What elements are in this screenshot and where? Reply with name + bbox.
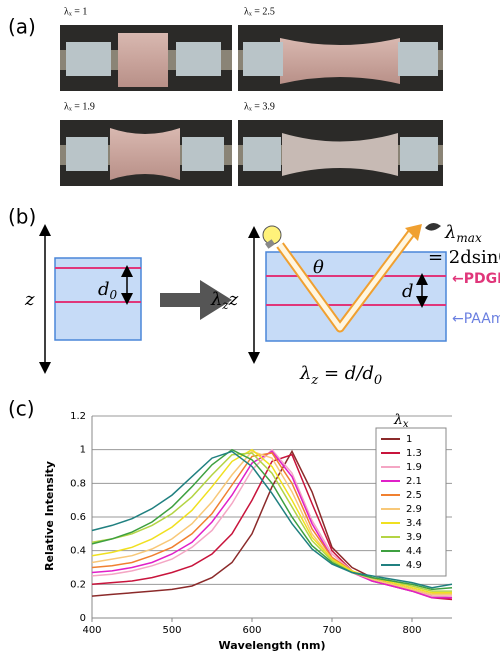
pdgi-label: ←PDGI [452,271,500,287]
legend-title-sub: x [403,419,409,430]
d-label: d [402,281,414,302]
photo [238,120,443,186]
series-line [91,450,453,589]
legend-label: 3.9 [406,532,422,543]
photo [60,25,232,91]
legend-label: 1.9 [406,462,422,473]
y-axis-title: Relative Intensity [43,461,56,571]
legend-label: 2.5 [406,490,422,501]
y-tick-label: 0.4 [70,546,86,557]
stretched-label: λzz [210,289,239,312]
lambda-max: λmax [444,222,482,245]
y-tick-label: 0.2 [70,579,86,590]
panel-label: (a) [8,15,36,39]
photo-label: λₓ = 1 [64,6,87,17]
photo-label: λₓ = 1.9 [64,101,95,112]
d0-label: d0 [98,279,118,302]
legend-title: λx [393,412,409,430]
y-tick-label: 0 [80,613,86,624]
legend-label: 1.3 [406,448,422,459]
eye-icon [425,222,441,231]
y-tick-label: 1.2 [70,411,86,422]
y-tick-label: 1 [80,445,86,456]
panel-label: (c) [8,397,35,421]
stretch-relation: λz = d/d0 [299,363,382,388]
y-tick-label: 0.6 [70,512,86,523]
photo [60,120,232,186]
x-tick-label: 700 [322,625,341,636]
series-line [91,450,452,596]
series-line [91,448,453,591]
x-tick-label: 400 [82,625,101,636]
legend-label: 2.1 [406,476,422,487]
photo-label: λₓ = 2.5 [244,6,275,17]
x-tick-label: 600 [242,625,261,636]
light-beam [276,224,422,333]
legend-label: 3.4 [406,518,422,529]
legend-label: 1 [406,434,412,445]
photo [238,25,443,91]
x-tick-label: 500 [162,625,181,636]
series-line [91,450,452,599]
light-bulb [262,225,282,249]
photo-label: λₓ = 3.9 [244,101,275,112]
panel-label: (b) [8,205,36,229]
z-label: z [24,289,35,310]
legend-label: 4.9 [406,560,422,571]
legend-label: 4.4 [406,546,422,557]
x-tick-label: 800 [402,625,421,636]
transform-arrow [160,280,232,320]
series-line [91,448,452,594]
bragg-law: = 2dsinθ [428,247,500,268]
paam-label: ←PAAm [452,311,500,327]
legend-title-symbol: λ [393,412,403,428]
theta-label: θ [313,257,324,278]
legend-label: 2.9 [406,504,422,515]
x-axis-title: Wavelength (nm) [219,639,326,652]
y-tick-label: 0.8 [70,478,86,489]
